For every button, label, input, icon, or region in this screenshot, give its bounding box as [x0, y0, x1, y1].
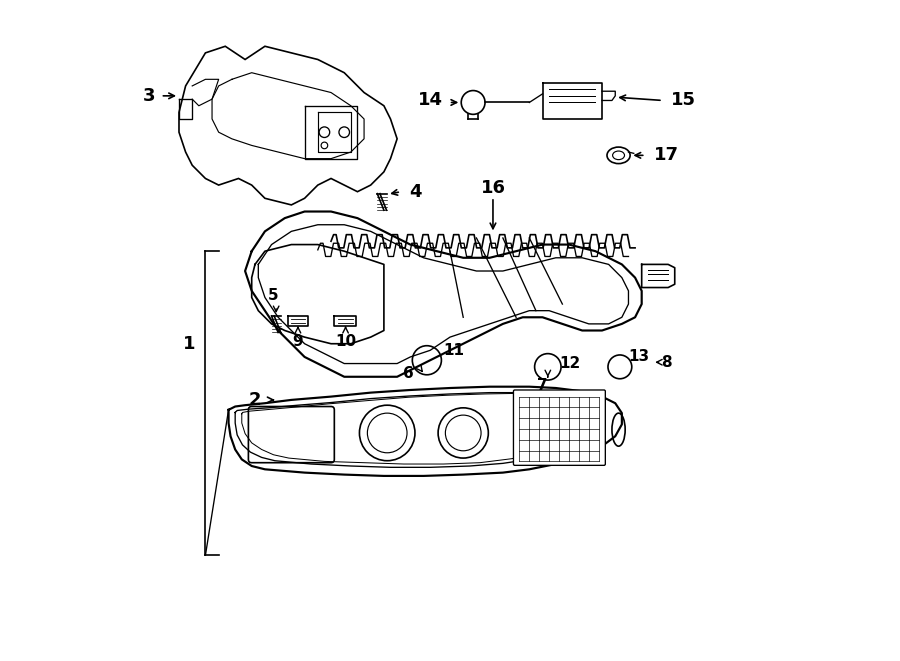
Text: 3: 3: [143, 87, 156, 105]
Text: 13: 13: [628, 350, 650, 364]
Text: 14: 14: [418, 91, 444, 110]
Text: 1: 1: [183, 334, 195, 353]
Text: 4: 4: [409, 182, 421, 201]
Text: 5: 5: [267, 288, 278, 303]
FancyBboxPatch shape: [514, 390, 606, 465]
Text: 9: 9: [292, 334, 303, 349]
Text: 15: 15: [671, 91, 697, 110]
Text: 2: 2: [249, 391, 262, 409]
Text: 11: 11: [444, 343, 464, 358]
Text: 10: 10: [335, 334, 356, 349]
Text: 8: 8: [662, 355, 672, 369]
Text: 17: 17: [653, 146, 679, 165]
Text: 6: 6: [403, 366, 414, 381]
Text: 12: 12: [559, 356, 580, 371]
Text: 16: 16: [481, 179, 506, 198]
Text: 7: 7: [537, 378, 548, 393]
